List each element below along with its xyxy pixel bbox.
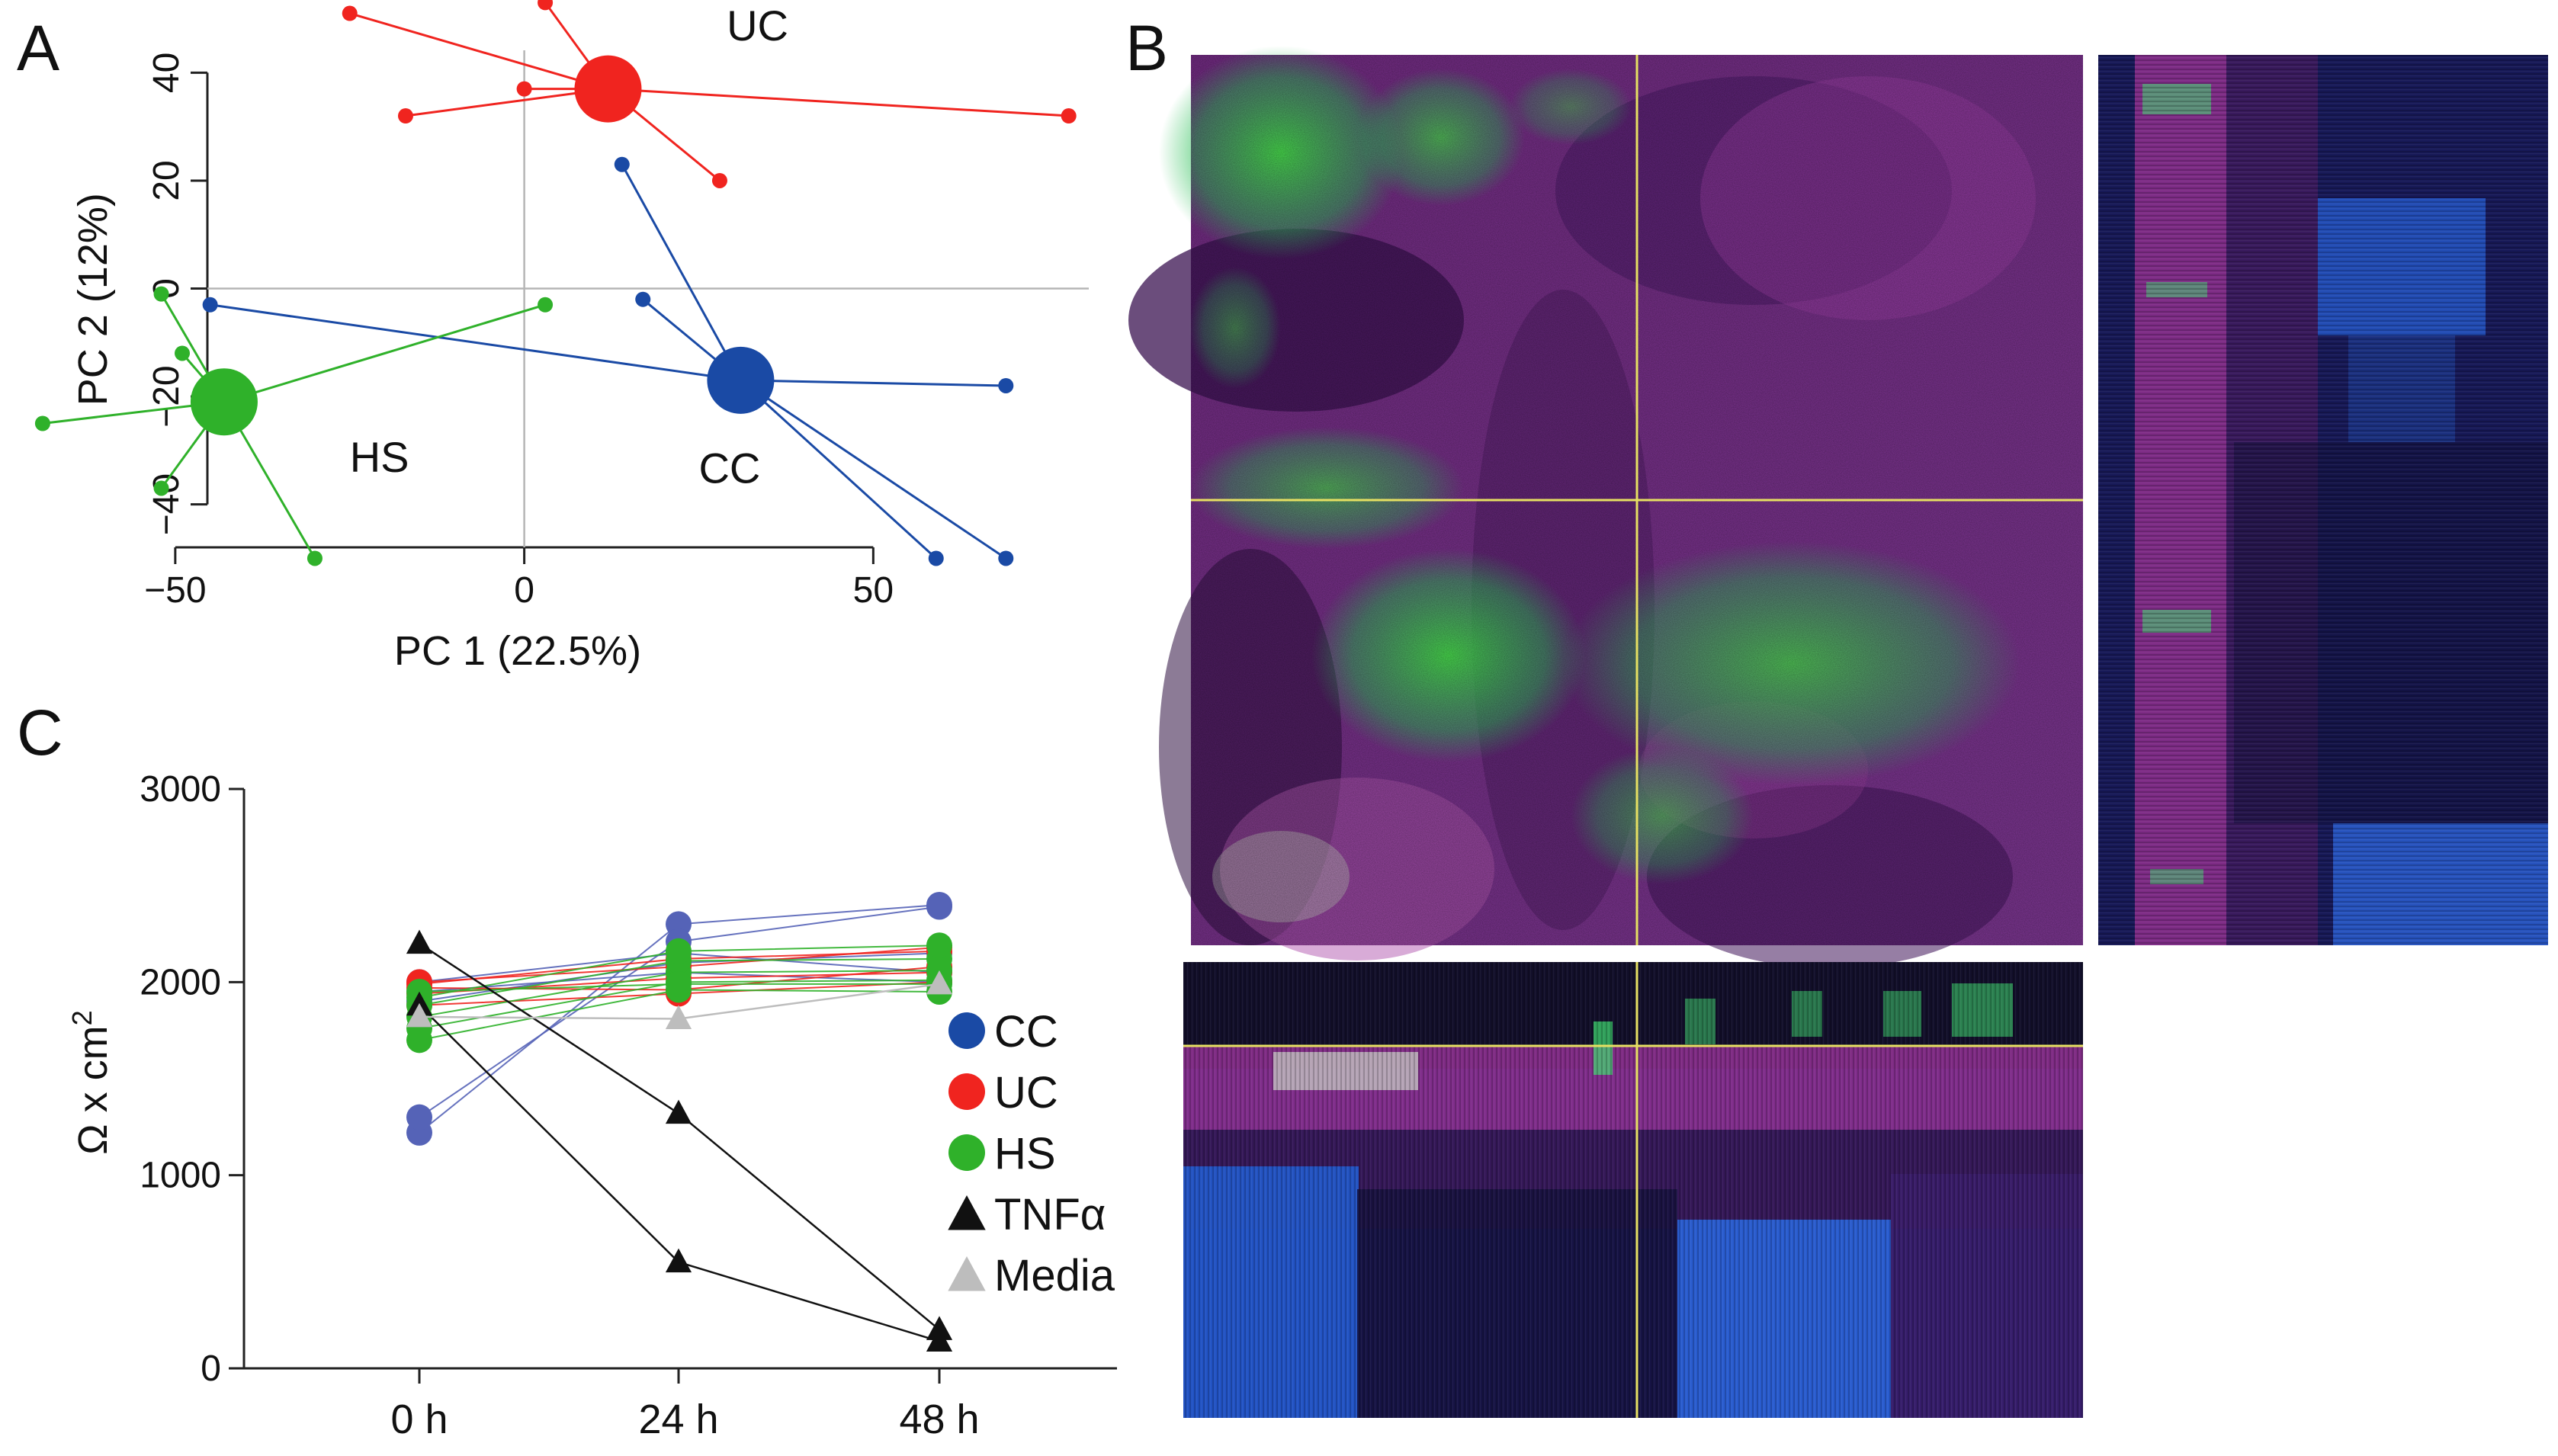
confocal-yz-image [2098, 55, 2548, 945]
pca-sample-point [516, 81, 532, 97]
pca-sample-point [307, 550, 323, 566]
teer-series-tnfa [406, 991, 953, 1352]
pca-centroid [190, 368, 258, 436]
teer-circle-marker [926, 893, 952, 920]
teer-y-axis-label-sup: 2 [66, 1010, 98, 1025]
teer-y-axis-label-main: Ω x cm [70, 1025, 116, 1154]
pca-centroid [707, 346, 775, 414]
teer-line-chart: 0 1000 2000 3000 0 h 24 h 48 h CC UC HS TNFα Medi… [66, 769, 1117, 1442]
pca-spoke [608, 88, 1069, 117]
pca-sample-point [34, 415, 50, 431]
pca-x-tick-label: 0 [514, 570, 534, 611]
teer-y-tick-label: 1000 [140, 1156, 221, 1196]
teer-y-axis-label: Ω x cm2 [66, 1010, 116, 1154]
teer-y-ticks: 0 1000 2000 3000 [140, 769, 244, 1389]
teer-legend-label: Media [994, 1251, 1115, 1300]
teer-triangle-marker [665, 1099, 692, 1124]
teer-legend-marker [948, 1134, 985, 1171]
teer-x-ticks: 0 h 24 h 48 h [390, 1368, 980, 1442]
teer-legend-marker [948, 1073, 985, 1110]
teer-y-tick-label: 3000 [140, 769, 221, 810]
panel-letter-c: C [17, 697, 63, 768]
teer-y-tick-label: 0 [201, 1349, 221, 1389]
panel-letter-a: A [17, 12, 59, 84]
pca-sample-point [175, 345, 191, 361]
pca-x-tick-label: 50 [853, 570, 894, 611]
teer-circle-marker [666, 938, 692, 964]
pca-spoke [740, 379, 1007, 560]
pca-sample-point [1061, 108, 1077, 124]
teer-legend-label: HS [994, 1129, 1056, 1179]
pca-group-label: CC [698, 444, 760, 492]
teer-triangle-marker [926, 970, 953, 995]
pca-group-cc: CC [202, 156, 1014, 566]
teer-legend-label: TNFα [994, 1190, 1106, 1240]
teer-triangle-marker [665, 1005, 692, 1029]
pca-spoke [405, 88, 608, 117]
teer-circle-marker [406, 1104, 432, 1130]
teer-circle-marker [666, 970, 692, 997]
pca-sample-point [538, 0, 554, 11]
confocal-xy-image [1128, 46, 2083, 968]
teer-x-tick-label: 48 h [899, 1397, 979, 1442]
teer-x-tick-label: 24 h [638, 1397, 718, 1442]
pca-sample-point [342, 5, 358, 21]
pca-sample-point [928, 550, 944, 566]
pca-x-ticks: −50 0 50 [144, 547, 894, 611]
teer-circle-marker [926, 932, 952, 959]
pca-spoke [740, 379, 1006, 387]
teer-x-tick-label: 0 h [390, 1397, 448, 1442]
pca-sample-point [998, 550, 1014, 566]
teer-legend-marker [948, 1256, 986, 1291]
pca-sample-point [153, 480, 169, 496]
pca-sample-point [635, 291, 651, 307]
pca-spoke [349, 12, 608, 91]
teer-triangle-marker [406, 929, 433, 954]
pca-sample-point [153, 286, 169, 302]
pca-sample-point [202, 297, 218, 313]
pca-spoke [621, 164, 742, 381]
teer-legend-label: CC [994, 1007, 1058, 1057]
pca-y-tick-label: 20 [146, 160, 187, 200]
teer-series [406, 892, 953, 1352]
pca-y-axis-label: PC 2 (12%) [70, 193, 116, 406]
teer-triangle-marker [665, 1248, 692, 1273]
panel-letter-b: B [1125, 12, 1168, 84]
pca-sample-point [614, 156, 630, 172]
teer-legend-marker [948, 1195, 986, 1230]
pca-spoke [210, 303, 741, 382]
pca-spoke [223, 303, 546, 403]
pca-x-tick-label: −50 [144, 570, 206, 611]
teer-triangle-marker [406, 1002, 433, 1028]
pca-y-tick-label: −20 [146, 365, 187, 427]
pca-group-uc: UC [342, 0, 1077, 188]
pca-sample-point [397, 108, 413, 124]
teer-y-tick-label: 2000 [140, 962, 221, 1002]
pca-centroid [574, 55, 642, 123]
teer-triangle-marker [926, 1327, 953, 1352]
pca-group-label: UC [727, 2, 788, 50]
teer-series-line [419, 1004, 940, 1342]
pca-group-hs: HS [34, 286, 554, 566]
teer-legend-label: UC [994, 1068, 1058, 1118]
confocal-xz-image [1183, 962, 2083, 1418]
teer-legend: CC UC HS TNFα Media [948, 1007, 1115, 1300]
teer-legend-marker [948, 1012, 985, 1049]
pca-sample-point [538, 297, 554, 313]
pca-sample-point [711, 172, 727, 188]
teer-series-media [406, 970, 953, 1029]
pca-x-axis-label: PC 1 (22.5%) [394, 628, 641, 674]
pca-spoke [740, 379, 937, 560]
pca-group-label: HS [350, 433, 409, 481]
pca-series: UC CC HS [34, 0, 1077, 566]
pca-sample-point [998, 377, 1014, 393]
pca-y-tick-label: 40 [146, 53, 187, 93]
